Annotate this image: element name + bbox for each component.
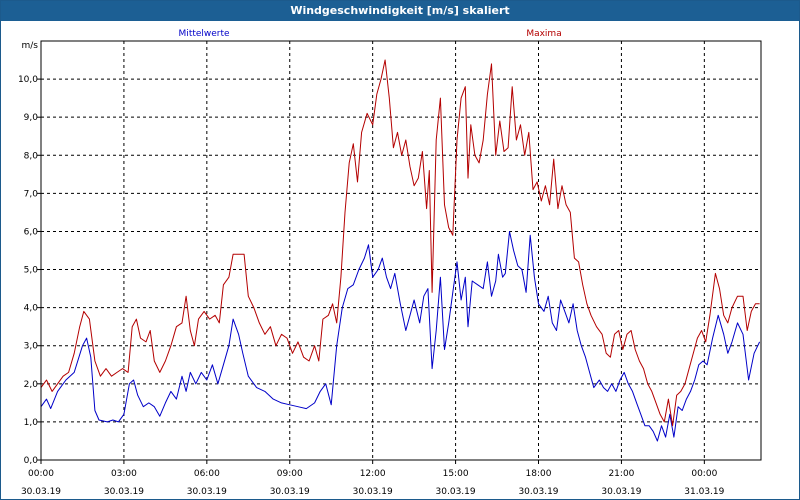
y-tick-label: 3,0 <box>24 342 39 352</box>
x-tick-time: 00:00 <box>28 469 54 479</box>
x-tick-date: 30.03.19 <box>270 487 310 497</box>
series-line-mittelwerte <box>40 231 761 442</box>
y-tick-label: 0,0 <box>24 456 39 466</box>
y-tick-label: 6,0 <box>24 227 39 237</box>
window-title: Windgeschwindigkeit [m/s] skaliert <box>1 1 799 21</box>
y-axis-unit: m/s <box>22 41 39 51</box>
y-tick-label: 9,0 <box>24 113 39 123</box>
x-tick-time: 18:00 <box>526 469 552 479</box>
y-tick-label: 1,0 <box>24 418 39 428</box>
x-tick-date: 31.03.19 <box>684 487 724 497</box>
y-tick-label: 10,0 <box>18 75 38 85</box>
legend-maxima: Maxima <box>526 29 561 39</box>
x-tick-date: 30.03.19 <box>518 487 558 497</box>
x-tick-date: 30.03.19 <box>187 487 227 497</box>
x-tick-time: 15:00 <box>443 469 469 479</box>
y-tick-label: 7,0 <box>24 189 39 199</box>
legend-mittelwerte: Mittelwerte <box>179 29 230 39</box>
legend: Mittelwerte Maxima <box>179 29 562 39</box>
x-axis: 00:00 30.03.19 03:00 30.03.19 06:00 30.03.19 0… <box>21 460 725 497</box>
x-tick-time: 21:00 <box>608 469 634 479</box>
series-line-maxima <box>40 59 760 427</box>
x-tick-time: 00:00 <box>691 469 717 479</box>
y-tick-label: 8,0 <box>24 151 39 161</box>
x-tick-time: 12:00 <box>360 469 386 479</box>
y-tick-label: 5,0 <box>24 266 39 276</box>
x-tick-date: 30.03.19 <box>104 487 144 497</box>
plot-frame <box>40 40 762 461</box>
series-lines <box>40 59 761 442</box>
grid-lines <box>41 41 761 460</box>
x-tick-time: 06:00 <box>194 469 220 479</box>
x-tick-time: 03:00 <box>111 469 137 479</box>
x-tick-date: 30.03.19 <box>353 487 393 497</box>
wind-speed-chart: 0,0 1,0 2,0 3,0 4,0 5,0 6,0 7,0 8,0 9,0 10,0 m/s 00… <box>18 29 762 497</box>
x-tick-date: 30.03.19 <box>601 487 641 497</box>
x-tick-time: 09:00 <box>277 469 303 479</box>
x-tick-date: 30.03.19 <box>21 487 61 497</box>
y-tick-label: 4,0 <box>24 304 39 314</box>
y-tick-label: 2,0 <box>24 380 39 390</box>
y-axis: 0,0 1,0 2,0 3,0 4,0 5,0 6,0 7,0 8,0 9,0 10,0 m/s <box>18 41 41 466</box>
x-tick-date: 30.03.19 <box>436 487 476 497</box>
